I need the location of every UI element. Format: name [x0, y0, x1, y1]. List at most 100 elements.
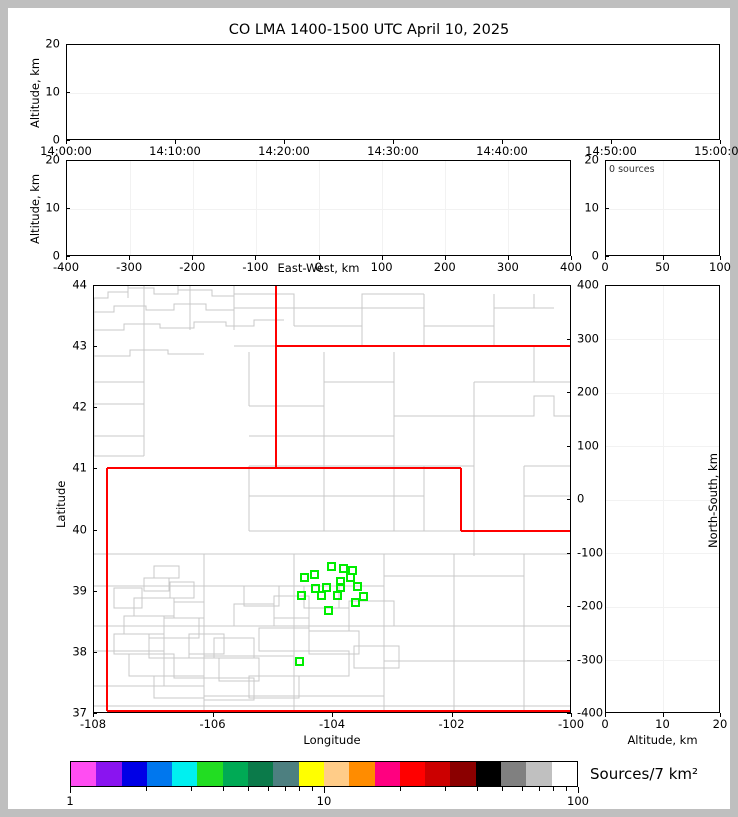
- lma-station-marker: [300, 573, 309, 582]
- tick-label: -106: [199, 717, 226, 731]
- tick-label: -100: [557, 717, 585, 731]
- colorbar-minor-tick: [146, 787, 148, 791]
- colorbar-major-tick: [324, 787, 325, 793]
- tick-label: 0: [52, 132, 60, 147]
- tick-label: 38: [72, 644, 87, 659]
- gridline: [67, 209, 570, 210]
- colorbar-segment: [222, 762, 249, 786]
- tick-mark: [66, 256, 67, 260]
- tick-label: -108: [79, 717, 107, 731]
- tick-label: 50: [655, 260, 670, 274]
- tick-label: -100: [577, 544, 604, 559]
- gridline: [319, 161, 320, 255]
- tick-mark: [93, 468, 97, 470]
- colorbar-minor-tick: [222, 787, 224, 791]
- figure-title: CO LMA 1400-1500 UTC April 10, 2025: [228, 22, 510, 38]
- tick-label: 15:00:00: [694, 144, 738, 158]
- tick-mark: [571, 256, 572, 260]
- tick-mark: [567, 552, 571, 554]
- colorbar-title: Sources/7 km²: [590, 765, 699, 783]
- source-count-annotation: 0 sources: [609, 164, 655, 175]
- tick-label: 39: [72, 582, 87, 597]
- tick-mark: [605, 713, 606, 717]
- tick-label: -100: [242, 260, 269, 274]
- tick-mark: [567, 713, 571, 714]
- tick-label: -300: [116, 260, 143, 274]
- tick-mark: [720, 256, 721, 260]
- tick-label: 10: [655, 717, 670, 731]
- colorbar-segment: [450, 762, 476, 786]
- tick-mark: [567, 499, 571, 500]
- tick-mark: [66, 160, 70, 161]
- tick-mark: [93, 285, 97, 286]
- tick-mark: [451, 713, 453, 717]
- colorbar-segment: [526, 762, 552, 786]
- axis-title-longitude: Longitude: [303, 733, 361, 747]
- colorbar-minor-tick: [400, 787, 402, 791]
- tick-label: 37: [72, 705, 87, 720]
- tick-mark: [66, 140, 70, 141]
- tick-mark: [129, 256, 131, 260]
- panel-time-vs-altitude[interactable]: [66, 44, 720, 140]
- gridline: [382, 161, 383, 255]
- gridline: [606, 446, 719, 447]
- colorbar-segment: [551, 762, 577, 786]
- tick-label: 100: [709, 260, 731, 274]
- tick-mark: [605, 256, 609, 257]
- tick-label: 300: [496, 260, 519, 274]
- panel-altitude-vs-north-south[interactable]: [605, 285, 720, 713]
- tick-label: -400: [52, 260, 80, 274]
- tick-mark: [66, 256, 70, 257]
- colorbar-major-tick: [578, 787, 579, 793]
- tick-mark: [662, 713, 664, 717]
- gridline: [606, 660, 719, 661]
- tick-mark: [502, 140, 503, 144]
- tick-mark: [720, 713, 721, 717]
- colorbar-segment: [475, 762, 502, 786]
- tick-label: 14:50:00: [585, 144, 637, 158]
- lma-station-marker: [327, 562, 336, 571]
- tick-label: 200: [433, 260, 456, 274]
- figure-canvas: CO LMA 1400-1500 UTC April 10, 2025 0 so…: [8, 8, 738, 809]
- panel-east-west-vs-altitude[interactable]: [66, 160, 571, 256]
- gridline: [130, 161, 131, 255]
- colorbar[interactable]: [70, 761, 578, 787]
- tick-mark: [93, 407, 97, 409]
- colorbar-segment: [374, 762, 400, 786]
- tick-mark: [571, 713, 572, 717]
- tick-mark: [507, 256, 509, 260]
- tick-mark: [444, 256, 446, 260]
- tick-mark: [66, 92, 70, 93]
- tick-label: 14:40:00: [476, 144, 528, 158]
- tick-mark: [605, 160, 609, 161]
- gridline: [508, 161, 509, 255]
- axis-title-altitude: Altitude, km: [28, 173, 42, 244]
- panel-plan-view-map[interactable]: [93, 285, 571, 713]
- tick-mark: [284, 140, 285, 144]
- gridline: [256, 161, 257, 255]
- gridline: [606, 209, 719, 210]
- gridline: [606, 393, 719, 394]
- tick-label: 41: [72, 460, 87, 475]
- tick-mark: [381, 256, 383, 260]
- gridline: [67, 93, 719, 94]
- colorbar-minor-tick: [553, 787, 555, 791]
- colorbar-minor-tick: [312, 787, 314, 791]
- tick-label: 14:30:00: [367, 144, 419, 158]
- axis-title-latitude: Latitude: [54, 480, 68, 528]
- colorbar-segment: [323, 762, 350, 786]
- tick-mark: [662, 256, 664, 260]
- gridline: [606, 339, 719, 340]
- colorbar-segment: [146, 762, 173, 786]
- gridline: [606, 553, 719, 554]
- tick-label: 100: [370, 260, 393, 274]
- colorbar-minor-tick: [267, 787, 269, 791]
- tick-label: 400: [577, 277, 599, 292]
- tick-mark: [720, 140, 721, 144]
- tick-mark: [93, 529, 97, 531]
- map-geography-layer: [94, 286, 570, 712]
- tick-mark: [93, 713, 97, 714]
- lma-station-marker: [353, 582, 362, 591]
- tick-mark: [212, 713, 214, 717]
- colorbar-segment: [71, 762, 97, 786]
